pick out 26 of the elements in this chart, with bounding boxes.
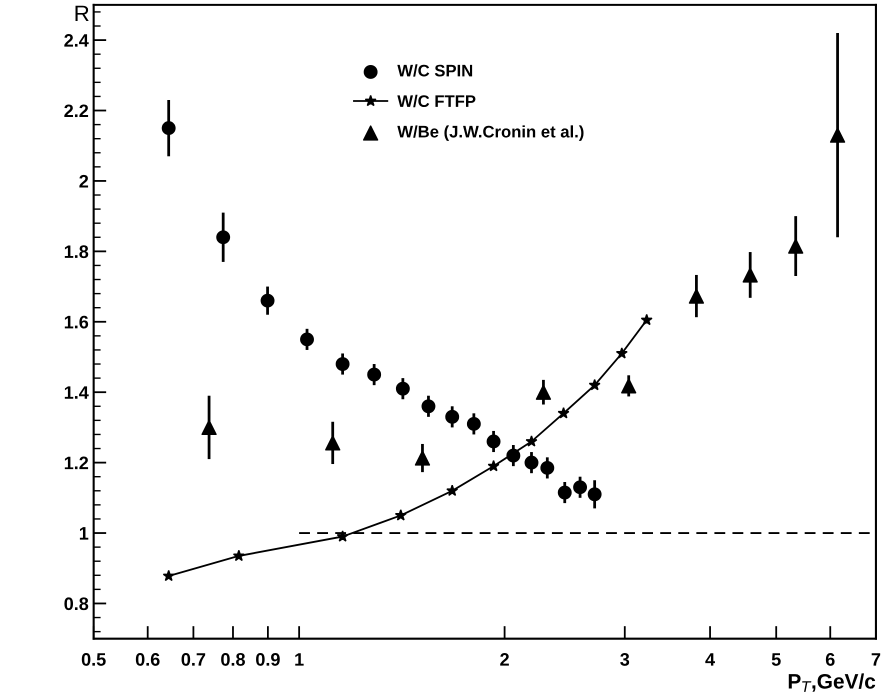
legend-label: W/C FTFP (397, 94, 476, 108)
x-tick-label: 0.9 (256, 653, 280, 666)
y-tick-label: 1 (80, 527, 88, 540)
x-tick-label: 0.7 (182, 653, 206, 666)
x-tick-label: 3 (620, 653, 630, 666)
x-axis-title: P$_{T}$,GeV/c (788, 673, 876, 692)
x-tick-label: 0.8 (221, 653, 245, 666)
x-tick-label: 1 (295, 653, 304, 666)
x-tick-label: 6 (826, 653, 835, 666)
y-tick-label: 0.8 (64, 597, 88, 610)
y-axis-title: R (76, 6, 89, 21)
y-tick-label: 1.8 (64, 245, 88, 258)
y-tick-label: 2.2 (64, 104, 88, 118)
legend-label: W/C SPIN (397, 64, 472, 77)
x-tick-label: 2 (500, 653, 509, 666)
y-tick-label: 2.4 (64, 34, 89, 47)
x-tick-label: 7 (872, 653, 880, 666)
x-tick-label: 4 (705, 653, 715, 666)
y-tick-label: 1.4 (64, 386, 89, 399)
y-tick-label: 1.2 (64, 456, 88, 470)
x-tick-label: 5 (772, 653, 781, 666)
legend-label: W/Be (J.W.Cronin et al.) (397, 125, 584, 141)
y-tick-label: 2 (79, 174, 88, 188)
y-tick-label: 1.6 (64, 316, 88, 328)
x-tick-label: 0.6 (136, 653, 160, 666)
x-tick-label: 0.5 (82, 653, 106, 666)
